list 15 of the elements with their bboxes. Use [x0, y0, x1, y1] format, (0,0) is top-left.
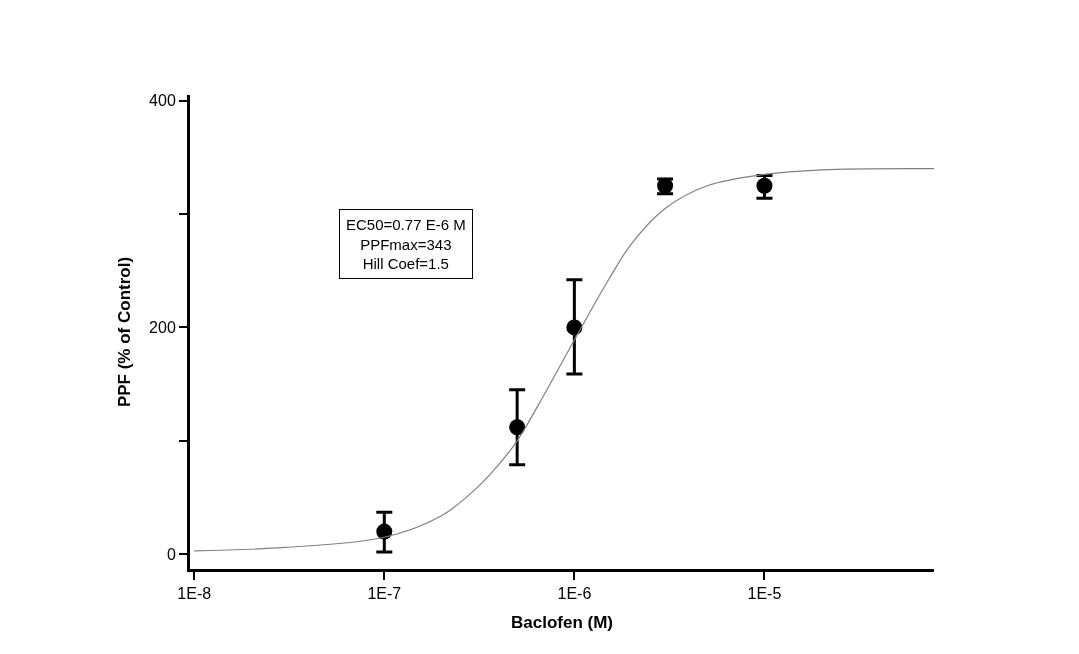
point: [376, 523, 393, 540]
point: [566, 319, 583, 336]
point: [756, 177, 773, 194]
y-tick-label: 0: [166, 545, 176, 563]
x-tick-label: 1E-5: [747, 585, 782, 603]
x-tick-label: 1E-6: [557, 585, 592, 603]
annotation: PPFmax=343: [360, 235, 452, 253]
x-tick-label: 1E-8: [177, 585, 212, 603]
y-tick-label: 400: [149, 92, 176, 110]
y-tick-label: 200: [149, 319, 176, 337]
annotation: Hill Coef=1.5: [362, 255, 449, 272]
x-axis-title: Baclofen (M): [511, 612, 613, 632]
annotation: EC50=0.77 E-6 M: [346, 216, 466, 233]
y-axis-title: PPF (% of Control): [114, 256, 134, 408]
x-tick-label: 1E-7: [367, 585, 402, 603]
